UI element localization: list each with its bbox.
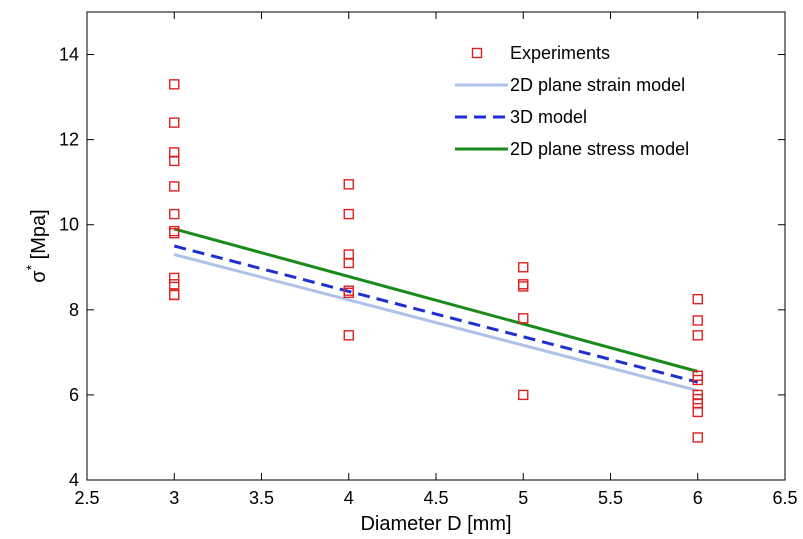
data-point (169, 289, 180, 301)
x-tick-label: 4.5 (423, 488, 448, 508)
y-axis-title-symbol: σ (28, 270, 50, 283)
data-point (692, 432, 703, 443)
data-point (343, 257, 354, 269)
series-line-2d-plane-strain-model (173, 253, 699, 393)
data-point (169, 279, 180, 290)
legend-label: 2D plane strain model (510, 75, 685, 95)
data-point (169, 228, 180, 239)
series-line-2d-plane-stress-model (173, 227, 699, 373)
data-point (518, 313, 529, 324)
y-tick-label: 10 (59, 215, 79, 235)
x-tick-label: 3.5 (249, 488, 274, 508)
y-tick-label: 6 (69, 385, 79, 405)
x-tick-label: 4 (344, 488, 354, 508)
data-point (169, 147, 180, 158)
axes: 2.5 3 3.5 4 4.5 5 5.5 6 6.5 4 6 8 10 12 14 (59, 11, 798, 508)
data-point (169, 117, 180, 128)
data-point (692, 330, 703, 341)
data-point (343, 287, 354, 298)
plot-area (169, 79, 703, 443)
y-axis-title-superscript: * (23, 264, 39, 270)
data-point (518, 389, 529, 401)
data-point (518, 279, 529, 290)
legend-item: Experiments (471, 43, 610, 63)
x-tick-label: 5.5 (598, 488, 623, 508)
legend-marker (471, 47, 483, 59)
legend-label: 2D plane stress model (510, 139, 689, 159)
y-tick-label: 8 (69, 300, 79, 320)
legend: Experiments 2D plane strain model 3D model… (455, 43, 689, 159)
y-axis-title-unit: [Mpa] (28, 209, 50, 265)
data-point (692, 374, 703, 386)
data-point (169, 79, 180, 90)
x-axis-title: Diameter D [mm] (360, 513, 511, 535)
data-point (169, 155, 180, 167)
data-point (518, 281, 529, 292)
y-tick-label: 14 (59, 45, 79, 65)
data-point (343, 249, 354, 260)
x-tick-label: 5 (518, 488, 528, 508)
data-point (692, 293, 703, 305)
data-point (692, 315, 703, 326)
x-tick-label: 2.5 (74, 488, 99, 508)
data-point (692, 406, 703, 418)
legend-item: 3D model (455, 107, 587, 127)
legend-label: Experiments (510, 43, 610, 63)
data-point (169, 289, 180, 301)
y-axis-title: σ* [Mpa] (23, 209, 50, 282)
x-tick-label: 6.5 (772, 488, 797, 508)
data-point (343, 330, 354, 341)
legend-item: 2D plane stress model (455, 139, 689, 159)
data-point (169, 208, 180, 220)
y-tick-label: 4 (69, 470, 79, 490)
x-tick-label: 6 (693, 488, 703, 508)
data-point (169, 181, 180, 192)
series-line-3d-model (173, 244, 699, 384)
data-point (343, 179, 354, 190)
legend-item: 2D plane strain model (455, 75, 685, 95)
data-point (518, 262, 529, 273)
data-point (169, 272, 180, 284)
legend-label: 3D model (510, 107, 587, 127)
x-tick-label: 3 (169, 488, 179, 508)
data-point (343, 208, 354, 220)
y-tick-label: 12 (59, 130, 79, 150)
